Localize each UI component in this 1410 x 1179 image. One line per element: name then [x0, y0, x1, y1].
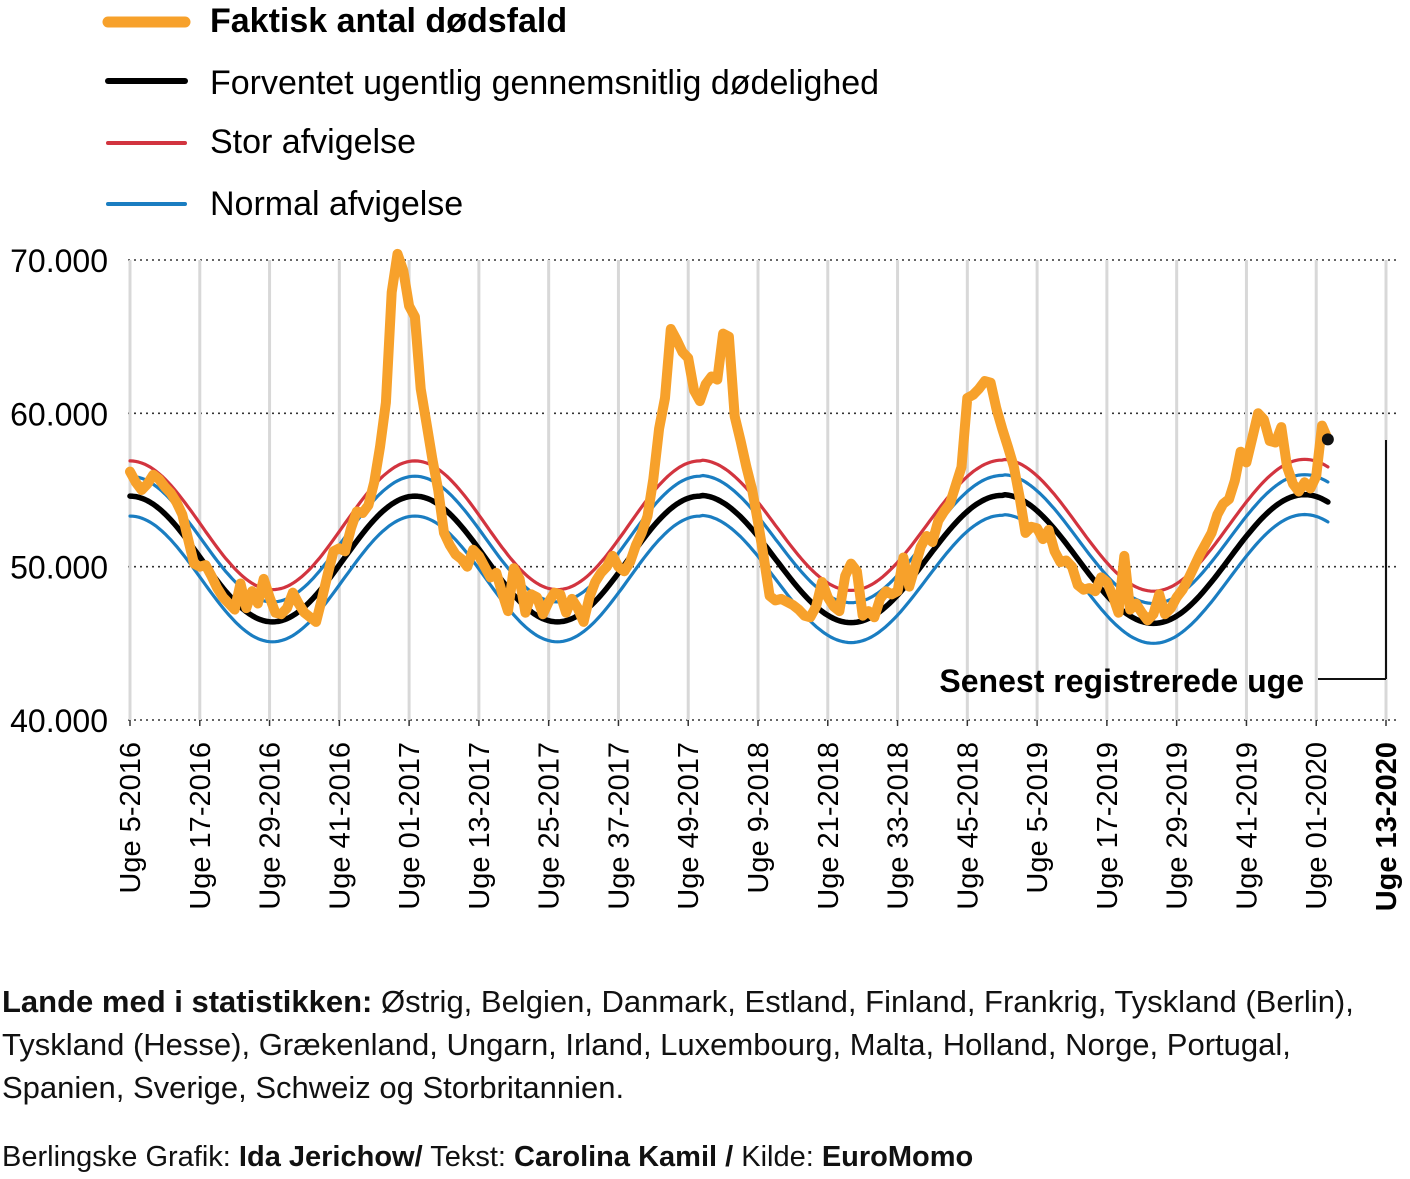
- y-tick-label: 50.000: [10, 550, 108, 586]
- series: [125, 248, 1334, 645]
- series-line-normal-lower: [128, 512, 1330, 645]
- legend-label-major: Stor afvigelse: [210, 123, 416, 161]
- credit-text-label: Tekst:: [422, 1141, 514, 1173]
- credits: Berlingske Grafik: Ida Jerichow/ Tekst: …: [2, 1136, 1402, 1179]
- x-tick-label: Uge 13-2017: [464, 742, 496, 910]
- x-tick-label: Uge 41-2019: [1231, 742, 1263, 910]
- x-tick-label: Uge 9-2018: [743, 742, 775, 894]
- x-tick-label: Uge 29-2016: [255, 742, 287, 910]
- credit-text-author: Carolina Kamil /: [514, 1141, 734, 1173]
- y-tick-label: 70.000: [10, 243, 108, 279]
- legend-label-expected: Forventet ugentlig gennemsnitlig dødelig…: [210, 64, 879, 102]
- x-tick-label: Uge 01-2020: [1301, 742, 1333, 910]
- latest-point-marker: [1321, 433, 1334, 446]
- credit-author: Ida Jerichow/: [238, 1141, 423, 1173]
- series-line-normal-upper: [128, 473, 1330, 606]
- x-tick-label: Uge 01-2017: [394, 742, 426, 910]
- chart: Faktisk antal dødsfald Forventet ugentli…: [10, 2, 1403, 911]
- x-tick-label: Uge 5-2016: [115, 742, 147, 894]
- grid: [128, 259, 1400, 721]
- latest-annotation: Senest registrerede uge: [939, 440, 1387, 699]
- legend: Faktisk antal dødsfald Forventet ugentli…: [102, 2, 879, 223]
- series-line-actual: [125, 248, 1333, 627]
- credit-source-label: Kilde:: [733, 1141, 822, 1173]
- credit-source: EuroMomo: [821, 1141, 974, 1173]
- countries-list: Østrig, Belgien, Danmark, Estland, Finla…: [2, 984, 1354, 1105]
- x-tick-label: Uge 49-2017: [673, 742, 705, 910]
- x-tick-label: Uge 25-2017: [534, 742, 566, 910]
- x-tick-label: Uge 5-2019: [1022, 742, 1054, 894]
- countries-label: Lande med i statistikken:: [2, 984, 373, 1019]
- x-axis: Uge 5-2016 Uge 17-2016 Uge 29-2016 Uge 41-2…: [115, 720, 1403, 911]
- y-tick-label: 60.000: [10, 396, 108, 432]
- countries-note: Lande med i statistikken: Østrig, Belgie…: [2, 980, 1402, 1109]
- legend-label-normal: Normal afvigelse: [210, 185, 463, 223]
- x-tick-label: Uge 17-2019: [1092, 742, 1124, 910]
- y-axis: 40.000 50.000 60.000 70.000: [10, 243, 108, 739]
- x-tick-label: Uge 29-2019: [1162, 742, 1194, 910]
- x-tick-label: Uge 13-2020: [1371, 742, 1403, 911]
- legend-label-actual: Faktisk antal dødsfald: [210, 2, 567, 40]
- x-tick-label: Uge 21-2018: [813, 742, 845, 910]
- x-tick-label: Uge 45-2018: [952, 742, 984, 910]
- annotation-label: Senest registrerede uge: [939, 663, 1304, 699]
- x-tick-label: Uge 33-2018: [883, 742, 915, 910]
- y-tick-label: 40.000: [10, 703, 108, 739]
- x-tick-label: Uge 37-2017: [603, 742, 635, 910]
- x-tick-label: Uge 17-2016: [185, 742, 217, 910]
- credit-prefix: Berlingske Grafik:: [2, 1141, 239, 1173]
- x-tick-label: Uge 41-2016: [324, 742, 356, 910]
